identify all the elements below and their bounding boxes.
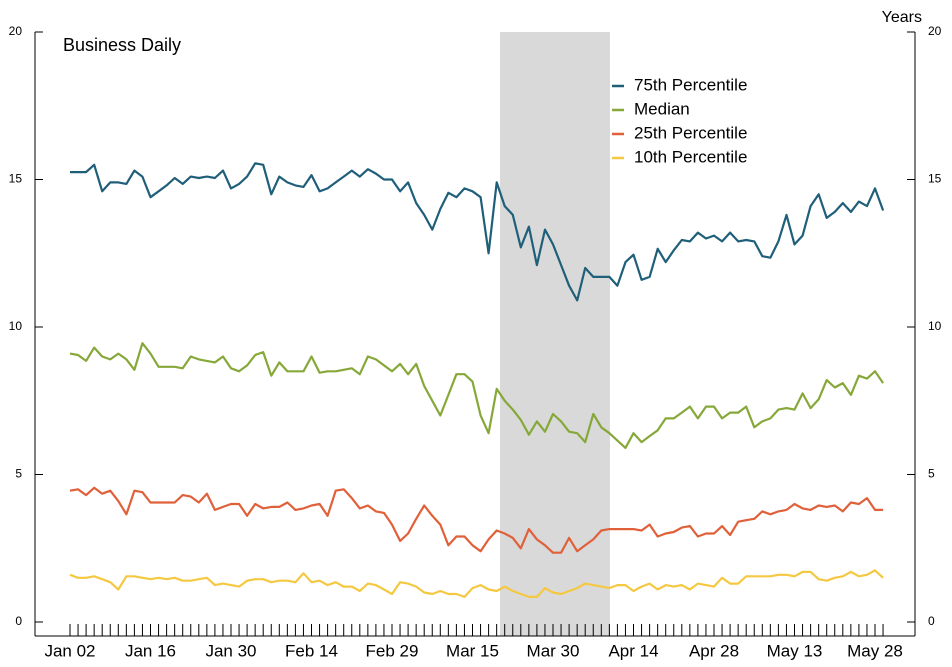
legend-label: 25th Percentile xyxy=(634,123,747,142)
y2-tick-label: 20 xyxy=(928,24,942,38)
y2-tick-label: 5 xyxy=(928,467,935,481)
x-tick-label: Jan 16 xyxy=(125,641,176,660)
x-tick-label: May 13 xyxy=(767,641,823,660)
x-tick-label: Jan 30 xyxy=(205,641,256,660)
y-tick-label: 15 xyxy=(9,172,23,186)
y-tick-label: 5 xyxy=(15,467,22,481)
y2-tick-label: 15 xyxy=(928,172,942,186)
x-tick-label: Apr 14 xyxy=(608,641,658,660)
shaded-period xyxy=(500,32,610,636)
x-tick-label: Mar 15 xyxy=(446,641,499,660)
y2-tick-label: 0 xyxy=(928,614,935,628)
x-tick-label: Feb 29 xyxy=(366,641,419,660)
series-line xyxy=(69,569,884,598)
y2-tick-label: 10 xyxy=(928,319,942,333)
legend-label: 10th Percentile xyxy=(634,147,747,166)
series-line xyxy=(69,342,885,449)
x-tick-label: Feb 14 xyxy=(285,641,338,660)
y-tick-label: 0 xyxy=(15,614,22,628)
x-tick-label: May 28 xyxy=(847,641,903,660)
legend-label: Median xyxy=(634,99,690,118)
series-line xyxy=(70,162,885,302)
legend-label: 75th Percentile xyxy=(634,75,747,94)
y-axis-label: Years xyxy=(882,9,922,26)
series-line xyxy=(69,486,884,554)
x-tick-label: Jan 02 xyxy=(44,641,95,660)
x-tick-label: Mar 30 xyxy=(527,641,580,660)
y-tick-label: 20 xyxy=(9,24,23,38)
x-tick-label: Apr 28 xyxy=(689,641,739,660)
chart-title: Business Daily xyxy=(63,35,181,55)
y-tick-label: 10 xyxy=(9,319,23,333)
